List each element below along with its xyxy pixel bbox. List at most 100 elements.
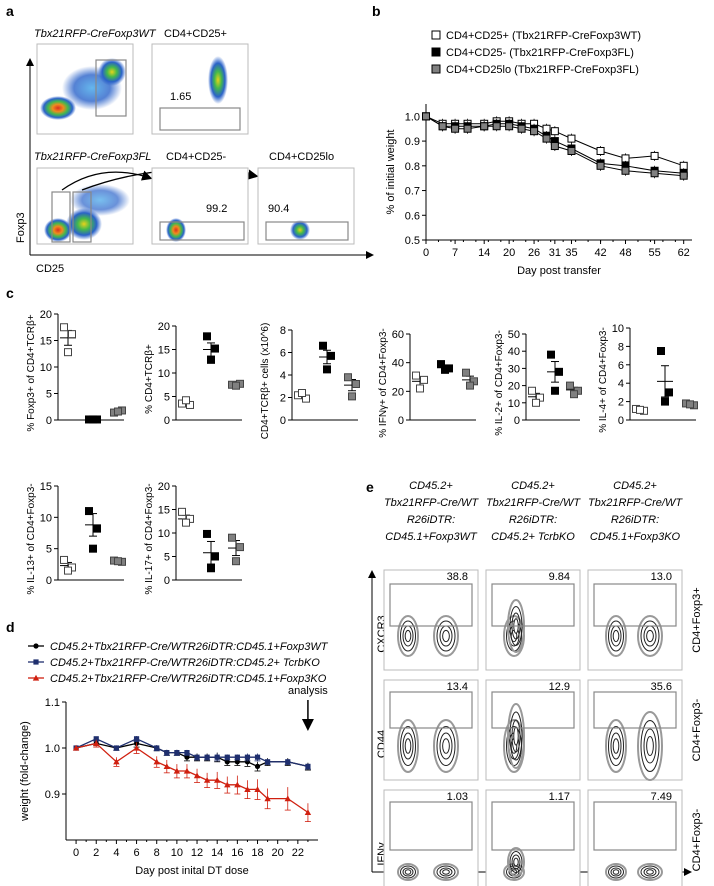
data-point xyxy=(113,758,120,765)
gate-value: 1.17 xyxy=(549,791,570,803)
contour-ring xyxy=(637,711,663,781)
contour-ring xyxy=(513,857,519,867)
contour-gate xyxy=(389,583,473,627)
data-point xyxy=(542,134,551,143)
x-tick-label: 2 xyxy=(93,847,99,859)
column-header-line: Tbx21RFP-Cre/WT xyxy=(588,497,683,509)
contour-ring xyxy=(442,869,450,875)
legend-label: CD4+CD25+ (Tbx21RFP-CreFoxp3WT) xyxy=(446,30,641,42)
flow-plot-wt-parent xyxy=(36,43,134,135)
data-point xyxy=(163,763,170,769)
x-tick-label: 16 xyxy=(231,847,243,859)
flow-cluster xyxy=(208,56,228,104)
contour-ring xyxy=(608,726,624,766)
x-tick-label: 35 xyxy=(565,247,577,259)
data-point xyxy=(232,381,240,390)
contour-gate xyxy=(491,691,575,729)
data-point xyxy=(203,529,211,538)
column-header-line: R26iDTR: xyxy=(509,514,557,526)
data-point xyxy=(319,341,327,350)
data-point xyxy=(462,368,470,377)
x-tick-label: 22 xyxy=(292,847,304,859)
panel-label-e: e xyxy=(366,479,374,495)
x-tick-label: 55 xyxy=(648,247,660,259)
contour-plot-frame xyxy=(587,679,683,781)
column-header-line: Tbx21RFP-Cre/WT xyxy=(486,497,581,509)
contour-ring xyxy=(400,726,416,766)
data-point xyxy=(211,552,219,561)
flow-cluster xyxy=(166,218,186,242)
contour-ring xyxy=(439,867,453,877)
y-tick-label: 10 xyxy=(508,398,520,410)
y-axis-label: % IFNγ+ of CD4+Foxp3- xyxy=(378,328,389,437)
series-line xyxy=(425,115,684,177)
data-point xyxy=(214,777,221,783)
gate-value: 1.03 xyxy=(447,791,468,803)
x-tick-label: 31 xyxy=(549,247,561,259)
data-point xyxy=(60,555,68,564)
flow-cluster xyxy=(66,208,102,240)
flow-cluster xyxy=(70,184,130,216)
data-point xyxy=(285,759,291,765)
legend-label: CD45.2+Tbx21RFP-Cre/WTR26iDTR:CD45.1+Fox… xyxy=(50,641,329,653)
column-header-line: Tbx21RFP-Cre/WT xyxy=(384,497,479,509)
y-tick-label: 0 xyxy=(618,415,624,427)
contour-ring xyxy=(640,720,660,772)
data-point xyxy=(596,161,605,170)
contour-plot-frame xyxy=(383,569,479,671)
y-tick-label: 15 xyxy=(158,505,170,517)
series-line xyxy=(75,738,309,768)
x-tick-label: 10 xyxy=(171,847,183,859)
contour-ring xyxy=(400,865,416,879)
data-point xyxy=(555,367,563,376)
panel-a-row2-gate2-title: CD4+CD25lo xyxy=(269,151,334,163)
x-tick-label: 14 xyxy=(211,847,223,859)
data-point xyxy=(182,518,190,527)
contour-ring xyxy=(404,629,412,643)
contour-ring xyxy=(436,726,456,766)
contour-ring xyxy=(436,865,456,879)
data-point xyxy=(466,381,474,390)
contour-gate xyxy=(593,583,677,627)
legend-marker xyxy=(431,64,441,74)
panel-label-b: b xyxy=(372,3,381,19)
data-point xyxy=(203,777,211,783)
data-point xyxy=(184,754,190,760)
data-point xyxy=(570,390,578,399)
data-point xyxy=(193,772,201,779)
contour-ring xyxy=(511,719,521,753)
data-point xyxy=(183,767,191,774)
contour-ring xyxy=(605,719,627,773)
data-point xyxy=(164,750,170,756)
flow-gate-value: 1.65 xyxy=(170,91,191,103)
x-axis-label: Day post transfer xyxy=(517,265,601,277)
panel-a-row2-gate1-title: CD4+CD25- xyxy=(166,151,227,163)
data-point xyxy=(621,166,630,175)
y-tick-label: 1.1 xyxy=(45,697,60,709)
y-tick-label: 40 xyxy=(392,358,404,370)
y-tick-label: 50 xyxy=(508,329,520,341)
contour-ring xyxy=(605,863,627,881)
data-point xyxy=(114,557,122,566)
y-tick-label: 5 xyxy=(164,552,170,564)
y-tick-label: 10 xyxy=(612,323,624,335)
contour-ring xyxy=(643,867,657,877)
column-header-line: CD45.2+ xyxy=(613,480,657,492)
data-point xyxy=(686,400,694,409)
panel-label-c: c xyxy=(6,285,14,301)
row-right-label: CD4+Foxp3+ xyxy=(691,587,703,652)
y-tick-label: 5 xyxy=(164,392,170,404)
data-point xyxy=(182,396,190,405)
data-point xyxy=(284,795,291,802)
flow-cluster xyxy=(290,220,310,240)
data-point xyxy=(204,754,210,760)
panel-a-row1-gate-title: CD4+CD25+ xyxy=(164,28,227,40)
data-point xyxy=(352,380,360,388)
data-point xyxy=(505,122,514,131)
data-point xyxy=(344,373,352,382)
contour-ring xyxy=(400,620,416,652)
contour-ring xyxy=(436,620,456,652)
contour-plot-frame xyxy=(485,789,581,886)
x-tick-label: 6 xyxy=(133,847,139,859)
y-axis-label: % IL-4+ of CD4+Foxp3- xyxy=(598,327,609,433)
